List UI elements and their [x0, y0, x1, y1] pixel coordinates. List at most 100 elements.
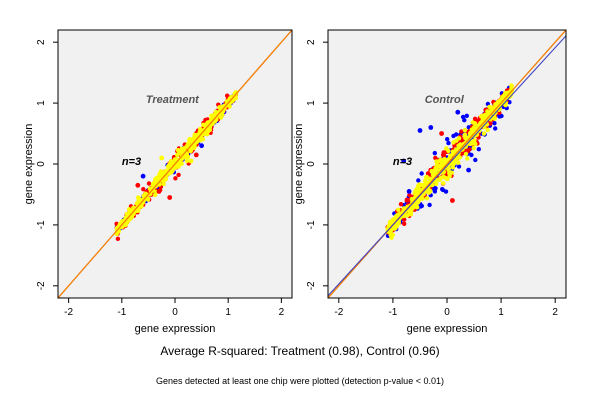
- data-point-blue: [406, 189, 412, 194]
- data-point-blue: [446, 140, 451, 146]
- data-point-yellow: [446, 166, 451, 171]
- data-point-blue: [466, 167, 471, 173]
- data-point-yellow: [458, 142, 463, 147]
- data-point-yellow: [157, 172, 162, 177]
- data-point-blue: [140, 173, 146, 179]
- data-point-yellow: [432, 169, 438, 175]
- regression-line: [328, 30, 566, 298]
- y-axis-label: gene expression: [23, 124, 35, 205]
- data-point-yellow: [485, 127, 490, 133]
- data-point-yellow: [422, 178, 428, 184]
- y-tick-label: 2: [306, 39, 317, 45]
- data-point-yellow: [427, 188, 433, 193]
- data-point-blue: [401, 158, 407, 164]
- data-point-blue: [462, 118, 467, 123]
- data-point-red: [450, 198, 455, 203]
- data-point-blue: [416, 178, 421, 183]
- data-point-yellow: [126, 207, 132, 212]
- data-point-blue: [199, 143, 205, 149]
- y-tick-label: -1: [36, 220, 47, 229]
- data-point-red: [441, 150, 446, 155]
- data-point-yellow: [179, 161, 184, 166]
- data-point-blue: [419, 171, 424, 176]
- data-point-yellow: [412, 190, 418, 195]
- data-point-yellow: [173, 164, 179, 170]
- data-point-yellow: [481, 119, 486, 124]
- data-point-yellow: [449, 170, 454, 175]
- figure-footnote: Genes detected at least one chip were pl…: [156, 376, 444, 386]
- data-point-blue: [432, 189, 438, 194]
- panel-title: Treatment: [146, 94, 200, 106]
- data-point-yellow: [159, 155, 165, 161]
- sample-size-label: n=3: [122, 156, 141, 168]
- regression-line: [58, 30, 292, 298]
- data-point-yellow: [437, 158, 442, 164]
- scatter-panel-2: -2 -1 0 1 2 -2 -1 0 1 2 gene expression gene expres…: [293, 29, 567, 335]
- data-point-yellow: [422, 184, 427, 189]
- y-axis-label: gene expression: [293, 124, 305, 205]
- data-point-blue: [456, 164, 462, 169]
- data-point-blue: [492, 121, 497, 126]
- data-point-blue: [440, 187, 445, 192]
- data-point-yellow: [233, 96, 238, 101]
- data-point-red: [167, 195, 173, 200]
- data-point-yellow: [409, 196, 415, 202]
- y-tick-label: -2: [36, 281, 47, 290]
- data-point-yellow: [191, 145, 197, 151]
- y-tick-label: 0: [36, 161, 47, 167]
- y-tick-label: 1: [36, 100, 47, 106]
- y-tick-label: 0: [306, 161, 317, 167]
- data-point-red: [488, 121, 493, 126]
- data-point-yellow: [441, 174, 446, 179]
- data-point-yellow: [472, 121, 478, 126]
- data-point-yellow: [424, 196, 430, 201]
- data-point-yellow: [136, 195, 141, 200]
- data-point-yellow: [481, 131, 487, 136]
- data-point-yellow: [129, 214, 135, 219]
- data-point-red: [135, 182, 141, 188]
- data-point-red: [193, 152, 199, 158]
- data-point-yellow: [463, 144, 468, 149]
- data-point-blue: [455, 109, 461, 115]
- data-point-blue: [418, 204, 423, 209]
- x-tick-label: -2: [64, 307, 73, 318]
- scatter-panel-1: -2 -1 0 1 2 -2 -1 0 1 2 gene expression gene expres…: [23, 29, 293, 335]
- data-point-blue: [451, 133, 456, 139]
- x-axis-label: gene expression: [135, 323, 216, 335]
- data-point-blue: [469, 152, 474, 158]
- x-tick-label: 1: [225, 307, 231, 318]
- regression-line: [328, 35, 566, 297]
- data-point-red: [115, 236, 121, 241]
- data-point-yellow: [494, 102, 499, 107]
- data-point-yellow: [393, 215, 398, 221]
- data-point-red: [402, 217, 407, 222]
- data-point-yellow: [465, 156, 470, 161]
- x-tick-label: -1: [388, 307, 397, 318]
- data-point-yellow: [385, 229, 391, 234]
- data-point-yellow: [463, 151, 469, 157]
- y-tick-label: -2: [306, 281, 317, 290]
- data-point-yellow: [479, 114, 484, 119]
- data-point-yellow: [388, 221, 394, 226]
- data-point-blue: [493, 126, 498, 131]
- data-point-yellow: [410, 206, 415, 211]
- data-point-yellow: [178, 150, 184, 155]
- data-point-yellow: [420, 196, 425, 201]
- data-point-yellow: [509, 83, 514, 88]
- data-point-yellow: [143, 191, 148, 197]
- data-point-yellow: [213, 109, 218, 115]
- data-point-red: [173, 176, 178, 181]
- x-tick-label: 2: [552, 307, 558, 318]
- y-tick-label: 1: [306, 100, 317, 106]
- data-point-yellow: [447, 173, 452, 179]
- data-point-yellow: [389, 235, 394, 240]
- data-point-yellow: [434, 162, 440, 167]
- data-point-yellow: [471, 145, 476, 151]
- data-point-blue: [476, 147, 481, 152]
- data-point-red: [467, 147, 472, 152]
- data-point-blue: [432, 150, 437, 156]
- data-point-yellow: [184, 152, 189, 157]
- data-point-blue: [499, 113, 504, 119]
- data-point-yellow: [472, 138, 477, 143]
- data-point-yellow: [485, 109, 490, 114]
